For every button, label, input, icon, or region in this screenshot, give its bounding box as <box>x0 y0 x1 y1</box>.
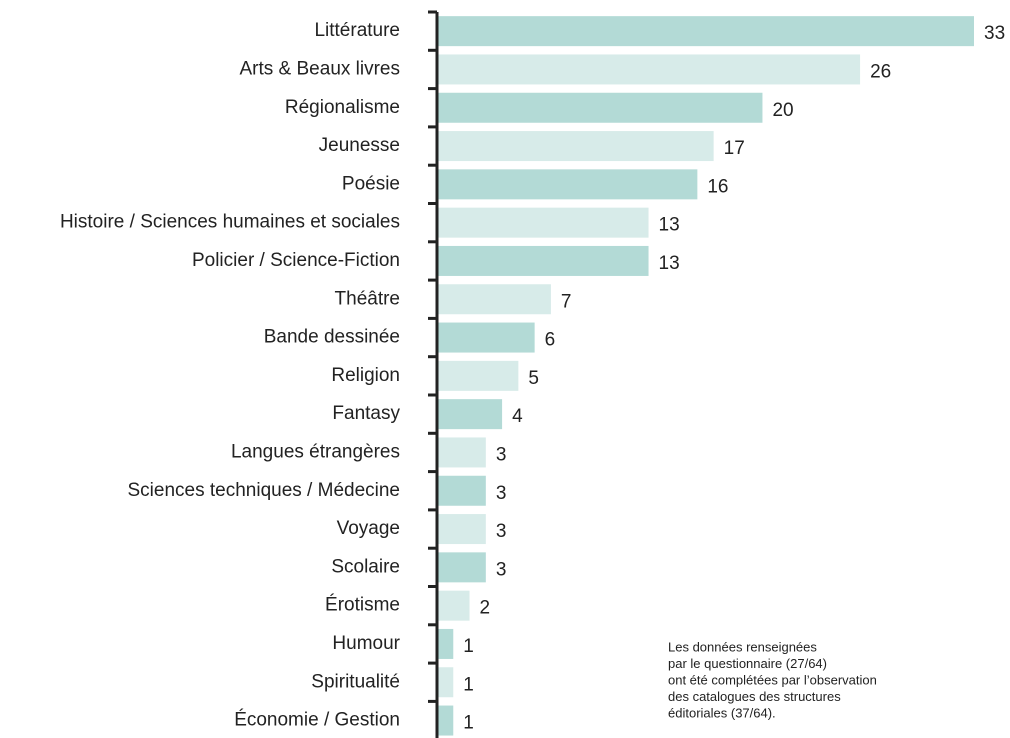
bar <box>437 245 649 276</box>
value-label: 3 <box>496 483 507 504</box>
category-label: Théâtre <box>335 288 400 309</box>
category-label: Économie / Gestion <box>234 710 400 731</box>
value-label: 6 <box>545 330 556 351</box>
category-label: Religion <box>331 365 400 386</box>
category-label: Policier / Science-Fiction <box>192 250 400 271</box>
category-label: Humour <box>332 633 400 654</box>
bar <box>437 131 714 162</box>
value-label: 1 <box>463 713 474 734</box>
value-label: 1 <box>463 636 474 657</box>
value-label: 2 <box>480 598 491 619</box>
category-label: Bande dessinée <box>264 327 400 348</box>
category-label: Fantasy <box>332 403 400 424</box>
value-label: 3 <box>496 444 507 465</box>
value-label: 13 <box>659 253 680 274</box>
note-line: Les données renseignées <box>668 639 817 654</box>
bar <box>437 590 470 621</box>
bar <box>437 705 454 736</box>
value-label: 26 <box>870 61 891 82</box>
bar <box>437 322 535 353</box>
bar <box>437 399 503 430</box>
category-label: Littérature <box>314 20 400 41</box>
bar <box>437 169 698 200</box>
note-line: ont été complétées par l’observation <box>668 672 877 687</box>
value-label: 4 <box>512 406 523 427</box>
category-label: Scolaire <box>331 556 400 577</box>
bar <box>437 628 454 659</box>
bar <box>437 552 486 583</box>
bar <box>437 16 974 47</box>
category-label: Spiritualité <box>311 671 400 692</box>
category-label: Voyage <box>337 518 400 539</box>
category-label: Poésie <box>342 173 400 194</box>
bar <box>437 284 551 315</box>
category-label: Langues étrangères <box>231 441 400 462</box>
value-label: 5 <box>528 368 539 389</box>
value-label: 20 <box>772 100 793 121</box>
bar <box>437 207 649 238</box>
bar <box>437 54 861 85</box>
value-label: 33 <box>984 23 1005 44</box>
bar <box>437 514 486 545</box>
category-label: Jeunesse <box>319 135 400 156</box>
category-label: Sciences techniques / Médecine <box>128 480 401 501</box>
bar <box>437 475 486 506</box>
value-label: 16 <box>707 176 728 197</box>
note-line: par le questionnaire (27/64) <box>668 656 827 671</box>
bar <box>437 437 486 468</box>
value-label: 3 <box>496 559 507 580</box>
category-label: Érotisme <box>325 595 400 616</box>
value-label: 3 <box>496 521 507 542</box>
note-line: éditoriales (37/64). <box>668 705 776 720</box>
bar <box>437 360 519 391</box>
value-label: 7 <box>561 291 572 312</box>
value-label: 1 <box>463 674 474 695</box>
value-label: 17 <box>724 138 745 159</box>
category-label: Arts & Beaux livres <box>240 58 401 79</box>
category-label: Histoire / Sciences humaines et sociales <box>60 212 400 233</box>
note-line: des catalogues des structures <box>668 689 841 704</box>
value-label: 13 <box>659 215 680 236</box>
bar <box>437 667 454 698</box>
bar <box>437 92 763 123</box>
category-label: Régionalisme <box>285 97 400 118</box>
